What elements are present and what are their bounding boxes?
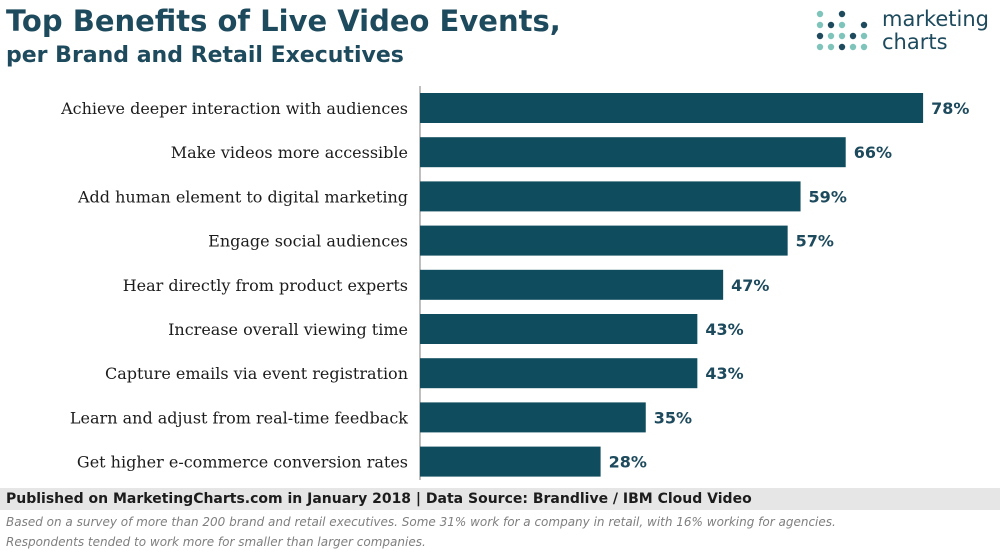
logo-dot <box>816 10 824 18</box>
bar-chart: Achieve deeper interaction with audience… <box>60 86 969 480</box>
logo-dot <box>860 43 868 51</box>
bar <box>420 402 646 433</box>
value-label: 47% <box>731 276 769 295</box>
category-label: Achieve deeper interaction with audience… <box>60 99 408 118</box>
logo-dot <box>816 32 824 40</box>
logo-dot <box>860 32 868 40</box>
value-label: 28% <box>609 453 647 472</box>
category-label: Get higher e-commerce conversion rates <box>77 453 408 472</box>
category-label: Capture emails via event registration <box>105 364 408 383</box>
bar <box>420 314 698 344</box>
category-label: Add human element to digital marketing <box>77 187 408 206</box>
chart-subtitle: per Brand and Retail Executives <box>6 43 404 68</box>
logo-text: marketing charts <box>882 8 989 54</box>
value-label: 57% <box>796 232 834 251</box>
category-label: Engage social audiences <box>208 232 408 251</box>
logo-dot <box>849 43 857 51</box>
logo-dot <box>860 21 868 29</box>
value-label: 43% <box>705 364 743 383</box>
dot-grid-icon <box>816 10 868 51</box>
bar <box>420 93 924 123</box>
logo-dot <box>827 43 835 51</box>
value-label: 78% <box>931 99 969 118</box>
category-label: Learn and adjust from real-time feedback <box>70 408 408 427</box>
footer-note-line2: Respondents tended to work more for smal… <box>6 535 426 549</box>
bar <box>420 446 601 477</box>
logo-dot <box>838 21 846 29</box>
category-label: Make videos more accessible <box>171 143 408 162</box>
logo-text-line1: marketing <box>882 7 989 31</box>
bar <box>420 269 724 300</box>
logo-dot <box>816 43 824 51</box>
marketing-charts-logo: marketing charts <box>815 8 995 62</box>
logo-dot <box>838 10 846 18</box>
value-label: 59% <box>809 187 847 206</box>
bar <box>420 181 801 212</box>
bar <box>420 225 788 256</box>
category-label: Hear directly from product experts <box>123 276 408 295</box>
bar <box>420 137 846 168</box>
value-label: 43% <box>705 320 743 339</box>
logo-dot <box>838 32 846 40</box>
value-label: 66% <box>854 143 892 162</box>
logo-text-line2: charts <box>882 30 948 54</box>
category-label: Increase overall viewing time <box>168 320 408 339</box>
logo-dot <box>849 32 857 40</box>
logo-dot <box>827 32 835 40</box>
footer-bar: Published on MarketingCharts.com in Janu… <box>0 488 1000 510</box>
footer-note-line1: Based on a survey of more than 200 brand… <box>6 515 836 529</box>
bar <box>420 358 698 389</box>
logo-dot <box>816 21 824 29</box>
logo-dot <box>838 43 846 51</box>
value-label: 35% <box>654 408 692 427</box>
logo-dot <box>827 21 835 29</box>
chart-title: Top Benefits of Live Video Events, <box>6 4 561 38</box>
footer-published: Published on MarketingCharts.com in Janu… <box>6 491 752 507</box>
